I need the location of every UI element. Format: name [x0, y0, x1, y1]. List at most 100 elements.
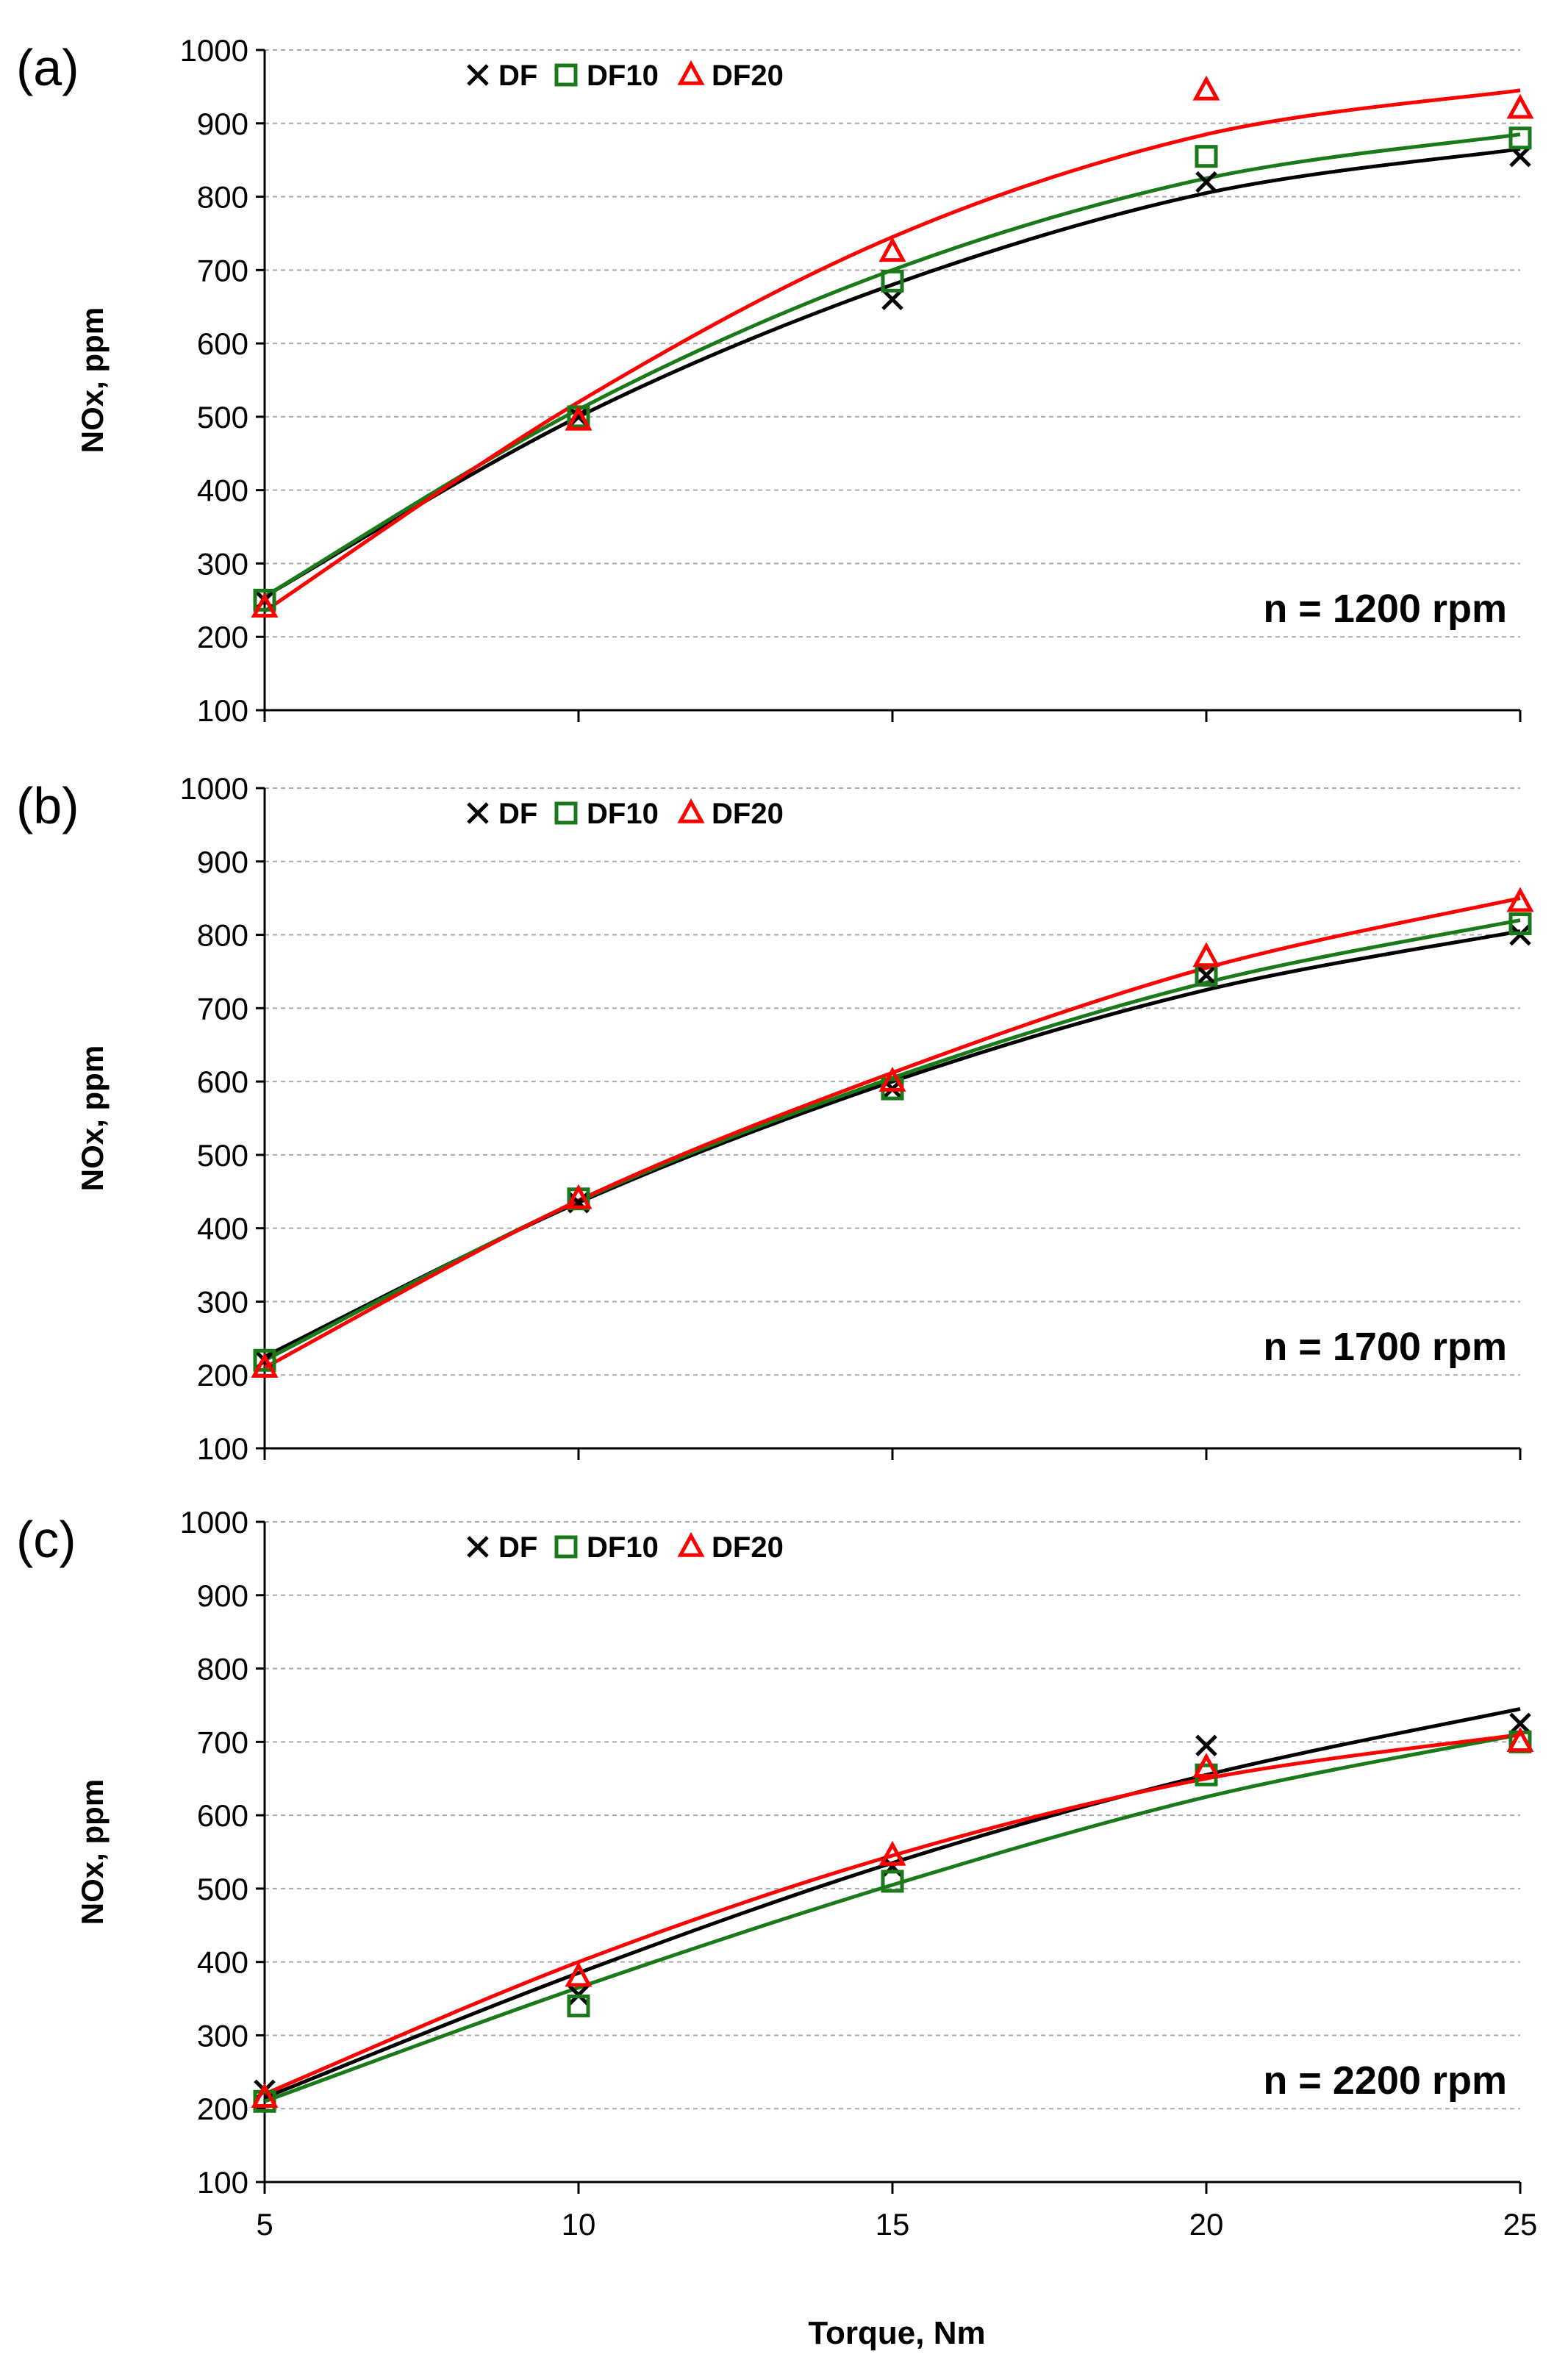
- legend-marker-df10: [554, 63, 578, 87]
- panel-label: (a): [16, 39, 79, 96]
- data-point-df20: [251, 593, 279, 618]
- data-point-df20: [251, 2083, 279, 2108]
- data-point-df10: [253, 588, 276, 612]
- y-tick-label: 800: [197, 180, 248, 215]
- y-tick-label: 700: [197, 253, 248, 287]
- fit-curve-df10: [263, 918, 1521, 1362]
- rpm-annotation: n = 2200 rpm: [1263, 2059, 1507, 2103]
- y-tick-label: 400: [197, 1212, 248, 1246]
- data-point-df: [1509, 145, 1531, 168]
- data-point-df: [1195, 964, 1217, 987]
- y-tick-label: 600: [197, 326, 248, 361]
- legend-marker-df20: [677, 1531, 705, 1557]
- fit-curve-df: [263, 929, 1521, 1359]
- legend-marker-df: [467, 64, 489, 86]
- fit-curve-df20: [263, 88, 1521, 613]
- x-axis-label: Torque, Nm: [808, 2315, 985, 2351]
- data-point-df20: [878, 237, 906, 262]
- data-point-df: [1195, 171, 1217, 193]
- y-tick-label: 900: [197, 107, 248, 141]
- data-point-df20: [878, 1840, 906, 1866]
- fit-curve-df20: [264, 1732, 1521, 2096]
- panel-label: (b): [16, 777, 79, 834]
- y-tick-label: 700: [197, 1725, 248, 1759]
- y-tick-label: 1000: [180, 1505, 248, 1539]
- y-axis-label: NOx, ppm: [75, 1779, 110, 1925]
- data-point-df10: [1508, 126, 1532, 150]
- y-tick-label: 700: [197, 991, 248, 1026]
- fit-curve-df: [264, 1706, 1521, 2100]
- x-tick-label: 20: [1189, 2207, 1224, 2242]
- rpm-annotation: n = 1700 rpm: [1263, 1325, 1507, 1369]
- x-tick-label: 5: [256, 2207, 273, 2242]
- marker-x-stroke: [1195, 1734, 1217, 1757]
- x-tick-label: 25: [1503, 2207, 1538, 2242]
- data-point-df10: [1195, 145, 1218, 168]
- marker-x-stroke: [467, 802, 489, 824]
- marker-x-stroke: [1195, 171, 1217, 193]
- x-tick-label: 15: [876, 2207, 910, 2242]
- marker-x-stroke: [1195, 964, 1217, 987]
- data-point-df20: [251, 1353, 279, 1378]
- data-point-df20: [1192, 1753, 1220, 1778]
- data-point-df20: [1506, 93, 1534, 119]
- marker-x-stroke: [467, 1536, 489, 1558]
- legend-label-df20: DF20: [712, 60, 784, 92]
- legend-label-df20: DF20: [712, 1531, 784, 1564]
- y-tick-label: 300: [197, 2018, 248, 2053]
- chart-panel-1: 100 200 300 400 500 600 700 800 900 1000 NOx, ppm (…: [16, 33, 1534, 728]
- data-point-df10: [881, 1870, 904, 1893]
- y-tick-label: 500: [197, 1138, 248, 1173]
- legend-label-df10: DF10: [587, 60, 659, 92]
- chart-panel-2: 100 200 300 400 500 600 700 800 900 1000 NOx, ppm (…: [16, 771, 1534, 1466]
- legend: DF DF10 DF20: [467, 798, 784, 830]
- y-tick-label: 100: [197, 1431, 248, 1466]
- legend: DF DF10 DF20: [467, 1531, 784, 1564]
- y-tick-label: 600: [197, 1065, 248, 1099]
- y-tick-label: 600: [197, 1798, 248, 1833]
- legend-label-df: DF: [498, 798, 537, 830]
- data-point-df: [1195, 1734, 1217, 1757]
- data-point-df10: [1508, 912, 1532, 936]
- legend-marker-df: [467, 1536, 489, 1558]
- y-tick-label: 100: [197, 2165, 248, 2200]
- data-point-df: [881, 288, 903, 311]
- panel-label: (c): [16, 1511, 76, 1568]
- legend-label-df20: DF20: [712, 798, 784, 830]
- marker-x-stroke: [1509, 1712, 1531, 1735]
- legend: DF DF10 DF20: [467, 60, 784, 92]
- legend-marker-df20: [677, 798, 705, 823]
- legend-label-df: DF: [498, 1531, 537, 1564]
- data-point-df20: [1192, 942, 1220, 968]
- y-tick-label: 900: [197, 845, 248, 879]
- fit-curve-df20: [263, 896, 1521, 1370]
- y-axis-label: NOx, ppm: [75, 307, 110, 453]
- data-point-df20: [1192, 75, 1220, 101]
- legend-marker-df10: [554, 1535, 578, 1559]
- data-point-df: [1509, 1712, 1531, 1735]
- fit-curve-df10: [263, 132, 1521, 598]
- marker-x-stroke: [467, 64, 489, 86]
- chart-panel-3: 100 200 300 400 500 600 700 800 900 1000 5 10 15 20 25…: [16, 1505, 1537, 2242]
- legend-label-df: DF: [498, 60, 537, 92]
- fit-curve-df10: [264, 1732, 1521, 2103]
- marker-x-stroke: [1509, 145, 1531, 168]
- y-tick-label: 200: [197, 620, 248, 654]
- y-tick-label: 200: [197, 1358, 248, 1392]
- legend-label-df10: DF10: [587, 798, 659, 830]
- y-axis-label: NOx, ppm: [75, 1045, 110, 1191]
- y-tick-label: 400: [197, 473, 248, 508]
- y-tick-label: 400: [197, 1945, 248, 1980]
- x-tick-label: 10: [562, 2207, 596, 2242]
- data-point-df20: [1506, 1727, 1534, 1753]
- y-tick-label: 900: [197, 1578, 248, 1613]
- data-point-df10: [253, 1348, 276, 1372]
- data-point-df20: [565, 1184, 593, 1209]
- data-point-df20: [565, 405, 593, 431]
- data-point-df20: [878, 1066, 906, 1092]
- y-tick-label: 100: [197, 693, 248, 728]
- y-tick-label: 200: [197, 2092, 248, 2126]
- y-tick-label: 500: [197, 1872, 248, 1906]
- legend-marker-df: [467, 802, 489, 824]
